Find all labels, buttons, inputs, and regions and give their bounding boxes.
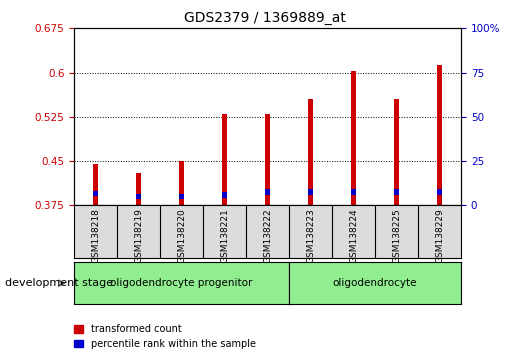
Text: GSM138224: GSM138224 — [349, 208, 358, 263]
Bar — [351, 71, 356, 205]
Bar — [222, 114, 227, 205]
Legend: transformed count, percentile rank within the sample: transformed count, percentile rank withi… — [74, 324, 257, 349]
Text: GSM138222: GSM138222 — [263, 208, 272, 263]
Text: GSM138229: GSM138229 — [435, 208, 444, 263]
Bar — [265, 189, 270, 195]
Text: GSM138221: GSM138221 — [220, 208, 229, 263]
Bar — [136, 194, 142, 199]
Text: oligodendrocyte progenitor: oligodendrocyte progenitor — [110, 278, 253, 288]
Bar — [179, 194, 184, 199]
Bar — [136, 173, 142, 205]
Bar — [394, 189, 399, 195]
Bar — [437, 65, 442, 205]
Bar — [394, 99, 399, 205]
Bar — [308, 189, 313, 195]
Bar — [93, 190, 98, 196]
Text: development stage: development stage — [5, 278, 113, 288]
Text: GSM138218: GSM138218 — [91, 208, 100, 263]
Bar — [265, 114, 270, 205]
Text: GDS2379 / 1369889_at: GDS2379 / 1369889_at — [184, 11, 346, 25]
Text: GSM138220: GSM138220 — [177, 208, 186, 263]
Bar — [308, 99, 313, 205]
Bar — [222, 192, 227, 198]
Text: GSM138223: GSM138223 — [306, 208, 315, 263]
Bar — [437, 189, 442, 195]
Text: oligodendrocyte: oligodendrocyte — [333, 278, 417, 288]
Bar — [179, 161, 184, 205]
Text: GSM138219: GSM138219 — [134, 208, 143, 263]
Bar — [93, 164, 98, 205]
Bar — [351, 189, 356, 195]
Text: GSM138225: GSM138225 — [392, 208, 401, 263]
